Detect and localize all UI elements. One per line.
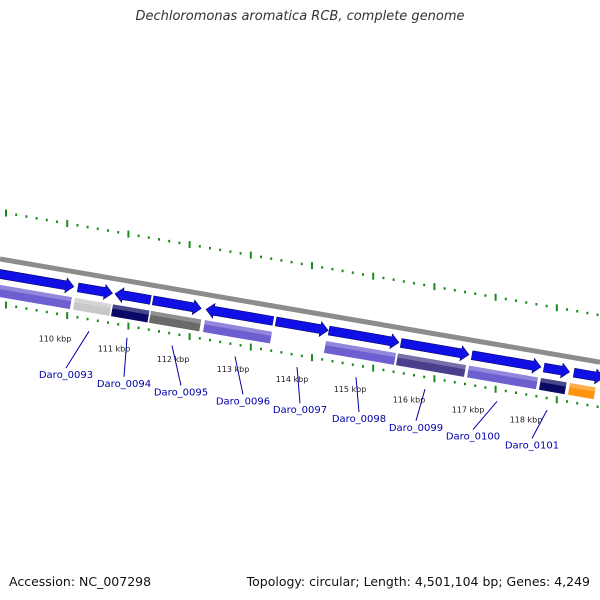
feature-block [538, 377, 567, 395]
kbp-label: 118 kbp [510, 415, 543, 424]
gene-leader-line [531, 409, 548, 439]
feature-block [395, 353, 467, 377]
gene-arrow [470, 350, 542, 374]
gene-arrow [327, 325, 400, 350]
gene-leader-line [296, 367, 301, 404]
feature-block [466, 365, 539, 390]
gene-label[interactable]: Daro_0101 [505, 440, 559, 451]
gene-leader-line [355, 377, 360, 413]
gene-leader-line [472, 401, 498, 430]
kbp-scale-labels: 110 kbp 111 kbp 112 kbp 113 kbp 114 kbp 115 k… [39, 334, 543, 424]
gene-arrow [274, 316, 329, 338]
gene-leader-line [171, 345, 182, 386]
gene-label[interactable]: Daro_0096 [216, 396, 270, 407]
gene-arrow [399, 338, 470, 362]
genome-backbone [0, 256, 600, 365]
kbp-label: 114 kbp [276, 375, 309, 384]
gene-label[interactable]: Daro_0099 [389, 423, 443, 434]
kbp-label: 113 kbp [217, 365, 250, 374]
gene-label[interactable]: Daro_0093 [39, 370, 93, 381]
gene-arrow [114, 287, 152, 305]
gene-arrow [76, 282, 113, 300]
kbp-label: 116 kbp [393, 395, 426, 404]
accession-label: Accession: NC_007298 [9, 574, 152, 589]
feature-block [148, 310, 202, 332]
gene-leader-line [123, 337, 128, 377]
gene-labels: Daro_0093Daro_0094Daro_0095Daro_0096Daro… [39, 331, 559, 451]
feature-block [323, 340, 396, 365]
kbp-label: 117 kbp [452, 405, 485, 414]
genome-summary: Topology: circular; Length: 4,501,104 bp… [246, 574, 590, 589]
gene-leader-line [234, 356, 244, 395]
feature-block [110, 304, 150, 323]
gene-label[interactable]: Daro_0100 [446, 432, 500, 443]
inner-tick-ring [5, 301, 599, 409]
feature-block [567, 382, 596, 400]
kbp-label: 111 kbp [98, 345, 131, 354]
feature-block [72, 297, 112, 316]
outer-tick-ring [5, 209, 599, 317]
gene-label[interactable]: Daro_0095 [154, 388, 208, 399]
feature-block [0, 284, 72, 310]
kbp-label: 115 kbp [334, 385, 367, 394]
gene-label[interactable]: Daro_0094 [97, 379, 151, 390]
kbp-label: 112 kbp [157, 355, 190, 364]
feature-block [202, 320, 273, 344]
gene-arrow [572, 368, 600, 385]
gene-leader-line [65, 331, 90, 369]
gene-arrow [151, 295, 202, 316]
gene-leader-line [415, 388, 426, 421]
gene-label[interactable]: Daro_0097 [273, 405, 327, 416]
gene-arrow [542, 362, 570, 379]
map-title: Dechloromonas aromatica RCB, complete ge… [135, 9, 465, 24]
gene-arrow [205, 302, 275, 326]
gene-arrow [0, 268, 75, 294]
kbp-label: 110 kbp [39, 334, 72, 343]
feature-tracks [0, 268, 600, 400]
gene-label[interactable]: Daro_0098 [332, 414, 386, 425]
